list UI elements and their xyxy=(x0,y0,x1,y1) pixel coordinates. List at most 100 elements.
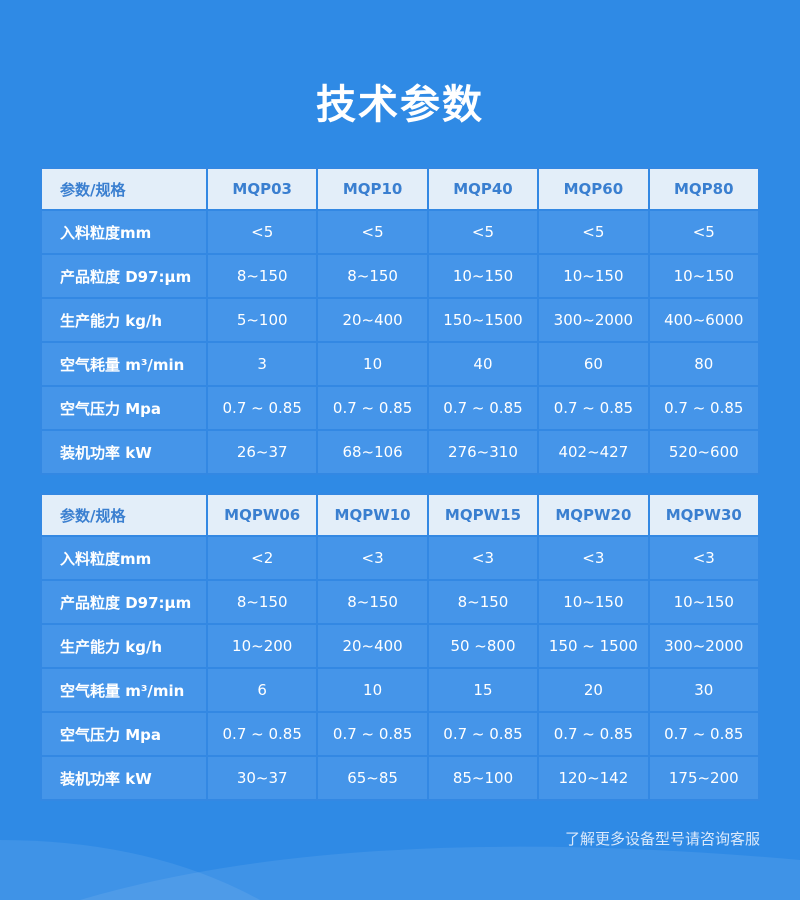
value-cell: 8~150 xyxy=(205,579,319,625)
value-cell: 65~85 xyxy=(316,755,429,801)
header-row: 参数/规格 MQPW06 MQPW10 MQPW15 MQPW20 MQPW30 xyxy=(40,493,761,537)
table-row: 空气压力 Mpa 0.7 ~ 0.85 0.7 ~ 0.85 0.7 ~ 0.85 0.… xyxy=(40,711,761,757)
value-cell: 520~600 xyxy=(647,429,761,475)
background-wave xyxy=(80,846,800,900)
value-cell: 0.7 ~ 0.85 xyxy=(647,711,761,757)
model-header: MQPW06 xyxy=(205,493,319,537)
value-cell: 5~100 xyxy=(205,297,319,343)
model-header: MQPW15 xyxy=(426,493,540,537)
value-cell: 10~150 xyxy=(537,579,650,625)
value-cell: <5 xyxy=(426,209,540,255)
model-header: MQP03 xyxy=(205,167,319,211)
value-cell: 10~150 xyxy=(537,253,650,299)
table-row: 装机功率 kW 26~37 68~106 276~310 402~427 520~600 xyxy=(40,429,761,475)
param-label: 入料粒度mm xyxy=(40,209,208,255)
value-cell: 150 ~ 1500 xyxy=(537,623,650,669)
param-label: 生产能力 kg/h xyxy=(40,623,208,669)
value-cell: <2 xyxy=(205,535,319,581)
value-cell: <5 xyxy=(647,209,761,255)
background-waves xyxy=(0,840,800,900)
table-row: 产品粒度 D97:μm 8~150 8~150 10~150 10~150 10~150 xyxy=(40,253,761,299)
value-cell: 8~150 xyxy=(426,579,540,625)
value-cell: 30~37 xyxy=(205,755,319,801)
table-row: 入料粒度mm <2 <3 <3 <3 <3 xyxy=(40,535,761,581)
value-cell: <3 xyxy=(647,535,761,581)
value-cell: 0.7 ~ 0.85 xyxy=(316,711,429,757)
spec-table-mqp: 参数/规格 MQP03 MQP10 MQP40 MQP60 MQP80 入料粒度mm <5 <5… xyxy=(40,167,761,475)
value-cell: 30 xyxy=(647,667,761,713)
param-label: 生产能力 kg/h xyxy=(40,297,208,343)
value-cell: 175~200 xyxy=(647,755,761,801)
value-cell: 20~400 xyxy=(316,297,429,343)
value-cell: 85~100 xyxy=(426,755,540,801)
value-cell: 0.7 ~ 0.85 xyxy=(537,711,650,757)
model-header: MQP80 xyxy=(647,167,761,211)
model-header: MQP10 xyxy=(316,167,429,211)
param-header: 参数/规格 xyxy=(40,493,208,537)
value-cell: 10~150 xyxy=(647,253,761,299)
value-cell: 8~150 xyxy=(316,253,429,299)
model-header: MQP60 xyxy=(537,167,650,211)
page-title: 技术参数 xyxy=(316,82,484,128)
value-cell: <5 xyxy=(537,209,650,255)
param-label: 空气压力 Mpa xyxy=(40,385,208,431)
table-row: 空气耗量 m³/min 6 10 15 20 30 xyxy=(40,667,761,713)
value-cell: <5 xyxy=(205,209,319,255)
value-cell: 10 xyxy=(316,667,429,713)
param-label: 空气耗量 m³/min xyxy=(40,667,208,713)
value-cell: 20 xyxy=(537,667,650,713)
model-header: MQPW10 xyxy=(316,493,429,537)
value-cell: 8~150 xyxy=(316,579,429,625)
param-label: 入料粒度mm xyxy=(40,535,208,581)
table-row: 空气耗量 m³/min 3 10 40 60 80 xyxy=(40,341,761,387)
value-cell: 80 xyxy=(647,341,761,387)
value-cell: 26~37 xyxy=(205,429,319,475)
model-header: MQPW30 xyxy=(647,493,761,537)
value-cell: <3 xyxy=(426,535,540,581)
value-cell: 6 xyxy=(205,667,319,713)
value-cell: 150~1500 xyxy=(426,297,540,343)
background-wave xyxy=(0,840,260,900)
value-cell: 50 ~800 xyxy=(426,623,540,669)
table-row: 产品粒度 D97:μm 8~150 8~150 8~150 10~150 10~150 xyxy=(40,579,761,625)
table-row: 生产能力 kg/h 5~100 20~400 150~1500 300~2000 400~… xyxy=(40,297,761,343)
param-label: 装机功率 kW xyxy=(40,429,208,475)
value-cell: 40 xyxy=(426,341,540,387)
value-cell: 402~427 xyxy=(537,429,650,475)
value-cell: 20~400 xyxy=(316,623,429,669)
value-cell: 300~2000 xyxy=(647,623,761,669)
param-label: 产品粒度 D97:μm xyxy=(40,579,208,625)
value-cell: <5 xyxy=(316,209,429,255)
value-cell: 10~150 xyxy=(426,253,540,299)
value-cell: 68~106 xyxy=(316,429,429,475)
model-header: MQP40 xyxy=(426,167,540,211)
value-cell: 120~142 xyxy=(537,755,650,801)
value-cell: 400~6000 xyxy=(647,297,761,343)
value-cell: 0.7 ~ 0.85 xyxy=(537,385,650,431)
value-cell: 3 xyxy=(205,341,319,387)
param-label: 空气耗量 m³/min xyxy=(40,341,208,387)
table-row: 入料粒度mm <5 <5 <5 <5 <5 xyxy=(40,209,761,255)
value-cell: 10 xyxy=(316,341,429,387)
param-header: 参数/规格 xyxy=(40,167,208,211)
value-cell: 0.7 ~ 0.85 xyxy=(205,711,319,757)
value-cell: 276~310 xyxy=(426,429,540,475)
value-cell: <3 xyxy=(537,535,650,581)
value-cell: 15 xyxy=(426,667,540,713)
header-row: 参数/规格 MQP03 MQP10 MQP40 MQP60 MQP80 xyxy=(40,167,761,211)
value-cell: 0.7 ~ 0.85 xyxy=(316,385,429,431)
footer-note: 了解更多设备型号请咨询客服 xyxy=(564,830,760,848)
value-cell: 0.7 ~ 0.85 xyxy=(647,385,761,431)
spec-table-mqpw: 参数/规格 MQPW06 MQPW10 MQPW15 MQPW20 MQPW30 入料粒度m… xyxy=(40,493,761,801)
value-cell: 0.7 ~ 0.85 xyxy=(426,711,540,757)
value-cell: 10~150 xyxy=(647,579,761,625)
param-label: 产品粒度 D97:μm xyxy=(40,253,208,299)
value-cell: <3 xyxy=(316,535,429,581)
model-header: MQPW20 xyxy=(537,493,650,537)
table-row: 空气压力 Mpa 0.7 ~ 0.85 0.7 ~ 0.85 0.7 ~ 0.85 0.… xyxy=(40,385,761,431)
value-cell: 0.7 ~ 0.85 xyxy=(426,385,540,431)
table-row: 装机功率 kW 30~37 65~85 85~100 120~142 175~200 xyxy=(40,755,761,801)
param-label: 空气压力 Mpa xyxy=(40,711,208,757)
value-cell: 10~200 xyxy=(205,623,319,669)
value-cell: 300~2000 xyxy=(537,297,650,343)
